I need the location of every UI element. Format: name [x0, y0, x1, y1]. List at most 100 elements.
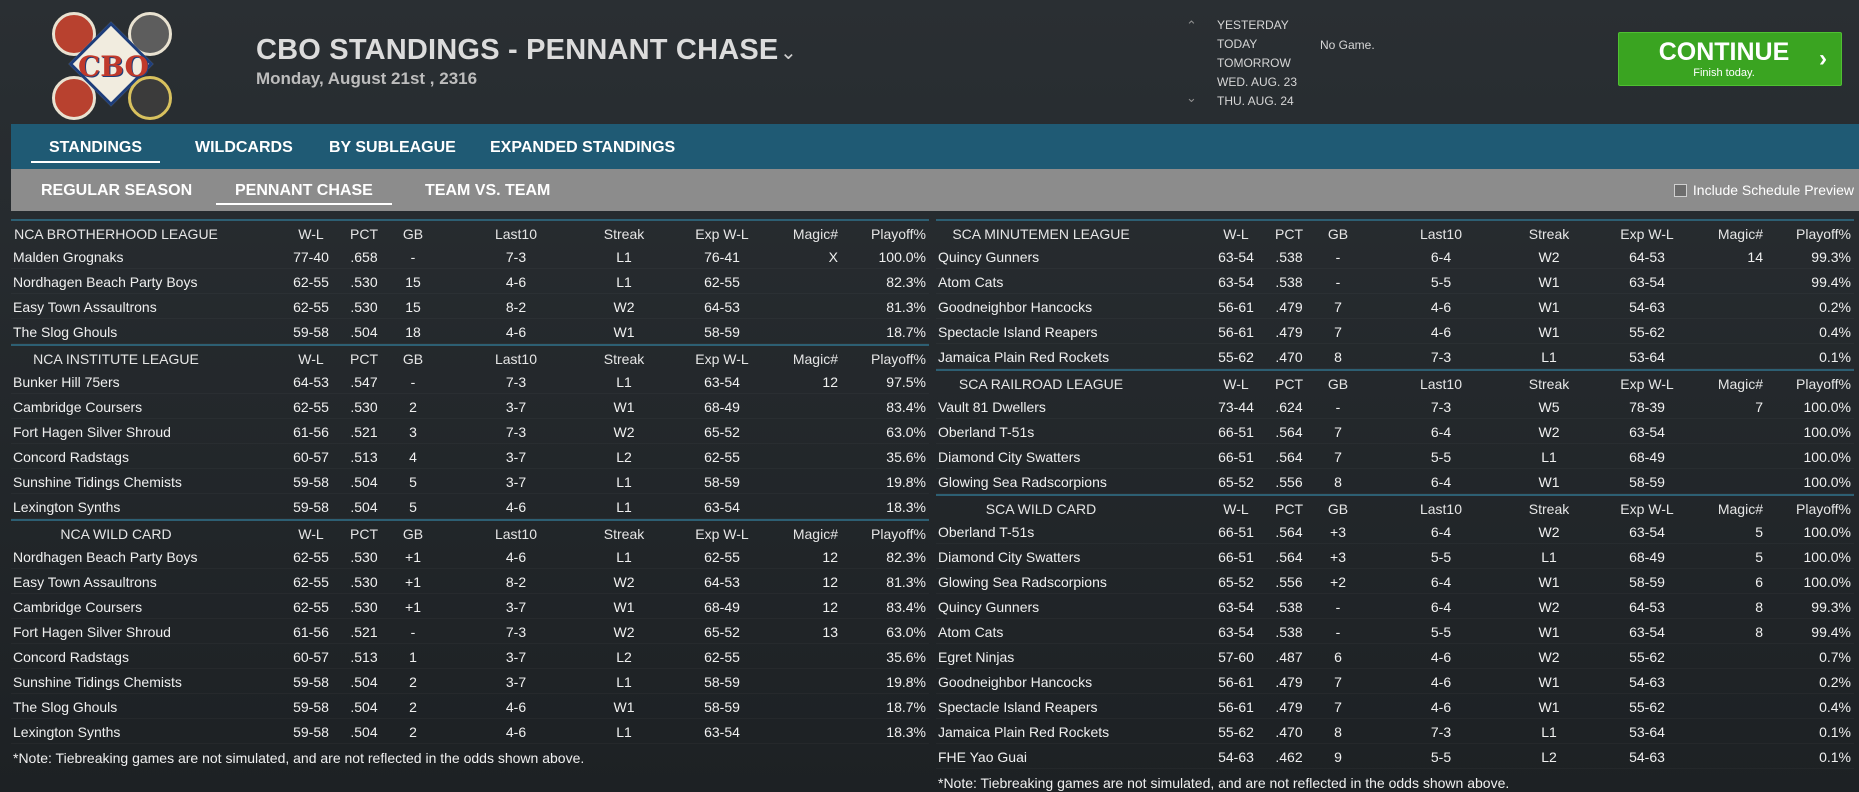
- team-name[interactable]: Lexington Synths: [13, 499, 121, 515]
- col-streak-header[interactable]: Streak: [1528, 376, 1570, 392]
- table-row[interactable]: Concord Radstags 60-57 .513 1 3-7 L2 62-55 35.6…: [11, 644, 929, 669]
- col-gb-header[interactable]: GB: [402, 351, 424, 367]
- col-streak-header[interactable]: Streak: [1528, 226, 1570, 242]
- table-row[interactable]: Jamaica Plain Red Rockets 55-62 .470 8 7-3 L1…: [936, 719, 1854, 744]
- col-streak-header[interactable]: Streak: [603, 226, 645, 242]
- table-row[interactable]: Nordhagen Beach Party Boys 62-55 .530 15 4-6…: [11, 269, 929, 294]
- col-magic-header[interactable]: Magic#: [1717, 501, 1763, 517]
- team-name[interactable]: Jamaica Plain Red Rockets: [938, 349, 1110, 365]
- col-streak-header[interactable]: Streak: [603, 526, 645, 542]
- col-exp-wl-header[interactable]: Exp W-L: [695, 526, 749, 542]
- team-name[interactable]: Goodneighbor Hancocks: [938, 299, 1093, 315]
- table-row[interactable]: Oberland T-51s 66-51 .564 7 6-4 W2 63-54 100.0%: [936, 419, 1854, 444]
- table-row[interactable]: Diamond City Swatters 66-51 .564 7 5-5 L1 68-4…: [936, 444, 1854, 469]
- checkbox-icon[interactable]: [1673, 184, 1687, 197]
- tab-by-subleague[interactable]: BY SUBLEAGUE: [329, 139, 456, 156]
- table-row[interactable]: Oberland T-51s 66-51 .564 +3 6-4 W2 63-54 5 100.…: [936, 519, 1854, 544]
- team-name[interactable]: Vault 81 Dwellers: [938, 399, 1046, 415]
- team-name[interactable]: Easy Town Assaultrons: [13, 574, 157, 590]
- team-name[interactable]: Glowing Sea Radscorpions: [938, 574, 1107, 590]
- col-gb-header[interactable]: GB: [1327, 226, 1349, 242]
- team-name[interactable]: Diamond City Swatters: [938, 449, 1081, 465]
- col-wl-header[interactable]: W-L: [298, 226, 324, 242]
- table-row[interactable]: Goodneighbor Hancocks 56-61 .479 7 4-6 W1 54-6…: [936, 294, 1854, 319]
- table-row[interactable]: Lexington Synths 59-58 .504 2 4-6 L1 63-54 18.3…: [11, 719, 929, 744]
- col-magic-header[interactable]: Magic#: [792, 351, 838, 367]
- col-playoff-header[interactable]: Playoff%: [1796, 376, 1851, 392]
- col-pct-header[interactable]: PCT: [350, 526, 378, 542]
- team-name[interactable]: Nordhagen Beach Party Boys: [13, 274, 198, 290]
- day-tomorrow[interactable]: TOMORROW: [1217, 56, 1291, 70]
- col-pct-header[interactable]: PCT: [1275, 226, 1303, 242]
- table-row[interactable]: Malden Grognaks 77-40 .658 - 7-3 L1 76-41 X 100.…: [11, 244, 929, 269]
- col-exp-wl-header[interactable]: Exp W-L: [1620, 376, 1674, 392]
- team-name[interactable]: Diamond City Swatters: [938, 549, 1081, 565]
- col-gb-header[interactable]: GB: [402, 226, 424, 242]
- chevron-down-icon[interactable]: ⌄: [1186, 90, 1197, 105]
- table-row[interactable]: Cambridge Coursers 62-55 .530 +1 3-7 W1 68-49 1…: [11, 594, 929, 619]
- table-row[interactable]: Glowing Sea Radscorpions 65-52 .556 8 6-4 W1 5…: [936, 469, 1854, 494]
- team-name[interactable]: Sunshine Tidings Chemists: [13, 474, 182, 490]
- team-name[interactable]: Quincy Gunners: [938, 249, 1040, 265]
- tab-regular-season[interactable]: REGULAR SEASON: [41, 182, 193, 199]
- col-gb-header[interactable]: GB: [1327, 501, 1349, 517]
- team-name[interactable]: Cambridge Coursers: [13, 599, 143, 615]
- team-name[interactable]: Fort Hagen Silver Shroud: [13, 624, 171, 640]
- team-name[interactable]: Spectacle Island Reapers: [938, 699, 1098, 715]
- day-yesterday[interactable]: YESTERDAY: [1217, 18, 1289, 32]
- team-name[interactable]: Quincy Gunners: [938, 599, 1040, 615]
- team-name[interactable]: Egret Ninjas: [938, 649, 1015, 665]
- col-wl-header[interactable]: W-L: [298, 351, 324, 367]
- col-exp-wl-header[interactable]: Exp W-L: [1620, 501, 1674, 517]
- table-row[interactable]: Bunker Hill 75ers 64-53 .547 - 7-3 L1 63-54 12 9…: [11, 369, 929, 394]
- team-name[interactable]: Easy Town Assaultrons: [13, 299, 157, 315]
- col-magic-header[interactable]: Magic#: [1717, 376, 1763, 392]
- team-name[interactable]: Sunshine Tidings Chemists: [13, 674, 182, 690]
- col-wl-header[interactable]: W-L: [1223, 376, 1249, 392]
- col-wl-header[interactable]: W-L: [1223, 501, 1249, 517]
- col-wl-header[interactable]: W-L: [1223, 226, 1249, 242]
- tab-pennant-chase[interactable]: PENNANT CHASE: [216, 182, 392, 205]
- team-name[interactable]: Bunker Hill 75ers: [13, 374, 120, 390]
- team-name[interactable]: Nordhagen Beach Party Boys: [13, 549, 198, 565]
- team-name[interactable]: Jamaica Plain Red Rockets: [938, 724, 1110, 740]
- team-name[interactable]: Cambridge Coursers: [13, 399, 143, 415]
- table-row[interactable]: Quincy Gunners 63-54 .538 - 6-4 W2 64-53 8 99.3%: [936, 594, 1854, 619]
- col-last10-header[interactable]: Last10: [494, 226, 538, 242]
- col-last10-header[interactable]: Last10: [494, 351, 538, 367]
- team-name[interactable]: Concord Radstags: [13, 649, 129, 665]
- col-playoff-header[interactable]: Playoff%: [871, 526, 926, 542]
- team-name[interactable]: The Slog Ghouls: [13, 699, 118, 715]
- col-exp-wl-header[interactable]: Exp W-L: [695, 351, 749, 367]
- col-last10-header[interactable]: Last10: [1419, 226, 1463, 242]
- col-magic-header[interactable]: Magic#: [792, 526, 838, 542]
- col-pct-header[interactable]: PCT: [350, 226, 378, 242]
- table-row[interactable]: The Slog Ghouls 59-58 .504 18 4-6 W1 58-59 18.7…: [11, 319, 929, 344]
- table-row[interactable]: Jamaica Plain Red Rockets 55-62 .470 8 7-3 L1…: [936, 344, 1854, 369]
- team-name[interactable]: FHE Yao Guai: [938, 749, 1027, 765]
- schedule-preview-toggle[interactable]: Include Schedule Preview: [1673, 182, 1854, 198]
- table-row[interactable]: Quincy Gunners 63-54 .538 - 6-4 W2 64-53 14 99.3…: [936, 244, 1854, 269]
- tab-standings[interactable]: STANDINGS: [31, 139, 161, 163]
- col-magic-header[interactable]: Magic#: [792, 226, 838, 242]
- table-row[interactable]: Spectacle Island Reapers 56-61 .479 7 4-6 W1 5…: [936, 319, 1854, 344]
- team-name[interactable]: Malden Grognaks: [13, 249, 124, 265]
- table-row[interactable]: Vault 81 Dwellers 73-44 .624 - 7-3 W5 78-39 7 10…: [936, 394, 1854, 419]
- table-row[interactable]: Spectacle Island Reapers 56-61 .479 7 4-6 W1 5…: [936, 694, 1854, 719]
- team-name[interactable]: Glowing Sea Radscorpions: [938, 474, 1107, 490]
- table-row[interactable]: Atom Cats 63-54 .538 - 5-5 W1 63-54 99.4%: [936, 269, 1854, 294]
- table-row[interactable]: Goodneighbor Hancocks 56-61 .479 7 4-6 W1 54-6…: [936, 669, 1854, 694]
- team-name[interactable]: Concord Radstags: [13, 449, 129, 465]
- day-today[interactable]: TODAY: [1217, 37, 1258, 51]
- col-last10-header[interactable]: Last10: [494, 526, 538, 542]
- team-name[interactable]: Oberland T-51s: [938, 424, 1035, 440]
- tab-team-vs-team[interactable]: TEAM VS. TEAM: [425, 182, 551, 199]
- day-thu[interactable]: THU. AUG. 24: [1217, 94, 1294, 108]
- chevron-up-icon[interactable]: ⌃: [1186, 18, 1197, 33]
- table-row[interactable]: Atom Cats 63-54 .538 - 5-5 W1 63-54 8 99.4%: [936, 619, 1854, 644]
- team-name[interactable]: Oberland T-51s: [938, 524, 1035, 540]
- col-exp-wl-header[interactable]: Exp W-L: [1620, 226, 1674, 242]
- day-wed[interactable]: WED. AUG. 23: [1217, 75, 1298, 89]
- table-row[interactable]: Easy Town Assaultrons 62-55 .530 +1 8-2 W2 64-…: [11, 569, 929, 594]
- col-playoff-header[interactable]: Playoff%: [871, 226, 926, 242]
